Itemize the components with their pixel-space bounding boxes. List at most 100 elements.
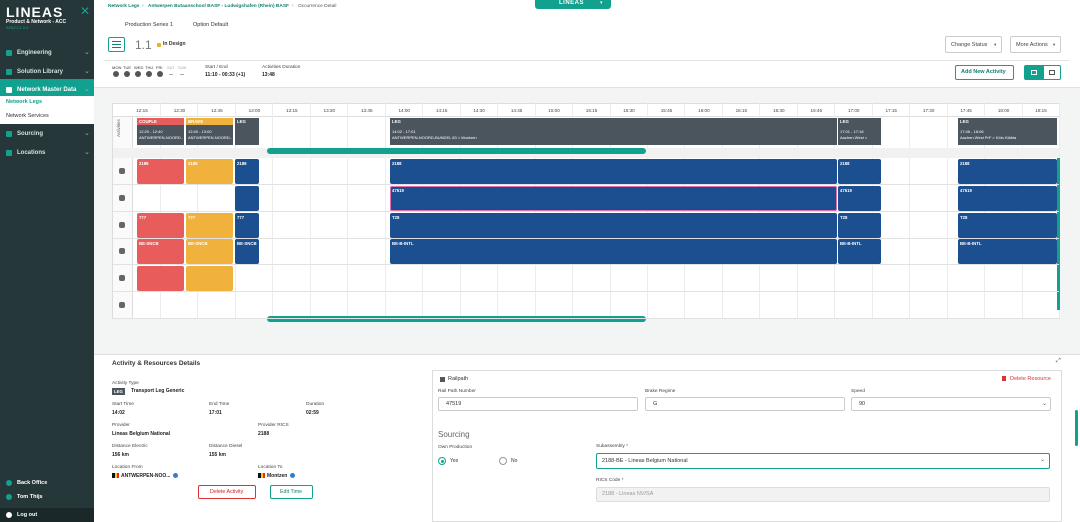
resource-block[interactable] xyxy=(186,266,233,291)
scrollbar[interactable] xyxy=(267,148,646,154)
flag xyxy=(263,473,265,478)
resource-block[interactable] xyxy=(137,239,184,264)
resource-block[interactable] xyxy=(390,239,837,264)
input[interactable] xyxy=(645,397,845,411)
app-switch[interactable] xyxy=(535,0,611,9)
activity-type: COUPLE xyxy=(139,119,157,124)
time-label: 17:45 xyxy=(960,108,972,113)
resource-block[interactable] xyxy=(137,159,184,184)
resource-block[interactable] xyxy=(235,186,259,211)
scroll-indicator xyxy=(1075,410,1078,446)
resource-block[interactable] xyxy=(958,186,1057,211)
day-dash xyxy=(180,74,184,75)
delete-resource[interactable]: Delete Resource xyxy=(1010,376,1051,382)
view-toggle[interactable] xyxy=(1024,65,1043,80)
activity-route: ANTWERPEN-NOORD... xyxy=(139,135,183,140)
select-caret: ⌄ xyxy=(1042,401,1048,407)
footer-item[interactable]: Back Office xyxy=(17,480,48,486)
row-line xyxy=(113,318,1059,319)
breadcrumb[interactable]: Network Legs xyxy=(108,4,140,9)
info-icon[interactable] xyxy=(173,473,178,478)
breadcrumb[interactable]: Antwerpen Butaanschool BASF - Ludwigshaf… xyxy=(148,4,289,9)
edit-button[interactable] xyxy=(270,485,313,499)
input[interactable] xyxy=(851,397,1051,411)
resource-block[interactable] xyxy=(838,213,881,238)
time-label: 13:30 xyxy=(323,108,336,113)
section-title: Sourcing xyxy=(438,430,470,439)
resource-block[interactable] xyxy=(235,239,259,264)
resource-block[interactable] xyxy=(958,239,1057,264)
row-icon xyxy=(119,248,125,254)
resource-block[interactable] xyxy=(390,213,837,238)
logout-bar xyxy=(0,508,94,522)
tab[interactable]: Production Series 1 xyxy=(125,22,173,28)
submenu-item[interactable]: Network Legs xyxy=(6,99,43,105)
time-label: 16:15 xyxy=(735,108,748,113)
select xyxy=(596,487,1050,502)
activity-time: 17:01 - 17:16 xyxy=(840,129,864,134)
view-toggle[interactable] xyxy=(1043,65,1061,80)
resource-block[interactable] xyxy=(235,213,259,238)
select-value: 2188 - Lineas NV/SA xyxy=(602,491,654,497)
radio[interactable] xyxy=(499,457,507,465)
scrollbar[interactable] xyxy=(267,316,646,322)
scrollbar-v[interactable] xyxy=(1057,158,1060,310)
field-label: Provider RICS xyxy=(258,423,289,428)
resource-block[interactable] xyxy=(958,159,1057,184)
activity-block[interactable] xyxy=(390,118,837,145)
resource-block[interactable] xyxy=(838,186,881,211)
resource-block[interactable] xyxy=(235,159,259,184)
row-icon xyxy=(119,195,125,201)
time-label: 12:45 xyxy=(211,108,223,113)
activity-block[interactable] xyxy=(958,118,1057,145)
input[interactable] xyxy=(438,397,638,411)
day-check xyxy=(124,71,130,77)
delete-button[interactable] xyxy=(198,485,256,499)
footer-item[interactable]: Log out xyxy=(17,512,38,518)
submenu-item[interactable]: Network Services xyxy=(6,113,49,119)
resource-block[interactable] xyxy=(838,159,881,184)
chevron: ⌄ xyxy=(84,49,90,56)
field-label: Start Time xyxy=(112,402,134,407)
menu-button[interactable] xyxy=(108,37,125,52)
day: SAT xyxy=(167,65,175,70)
menu-item[interactable]: Sourcing xyxy=(17,131,44,137)
app-switch-label[interactable]: LINEAS xyxy=(559,0,585,6)
time-label: 18:15 xyxy=(1035,108,1047,113)
resource-block[interactable] xyxy=(838,239,881,264)
tab[interactable]: Option Default xyxy=(193,22,229,28)
header-button[interactable] xyxy=(1010,36,1061,53)
menu-item[interactable]: Solution Library xyxy=(17,69,64,75)
footer-icon xyxy=(6,494,12,500)
row-line xyxy=(113,264,1059,265)
breadcrumb: Occurrence Detail xyxy=(298,4,337,9)
resource-label: 2188 xyxy=(840,161,850,166)
radio[interactable] xyxy=(438,457,446,465)
add-button[interactable] xyxy=(955,65,1014,80)
day: FRI xyxy=(156,65,163,70)
details-title: Activity & Resources Details xyxy=(112,360,201,367)
activity-block[interactable] xyxy=(235,118,259,145)
day: WED xyxy=(134,65,144,70)
activity-strip xyxy=(137,118,184,125)
resource-block[interactable] xyxy=(390,159,837,184)
menu-item[interactable]: Network Master Data xyxy=(17,87,77,93)
time-label: 17:00 xyxy=(847,108,860,113)
resource-block[interactable] xyxy=(186,213,233,238)
select[interactable] xyxy=(596,453,1050,469)
row-line xyxy=(113,211,1059,212)
resource-block[interactable] xyxy=(186,159,233,184)
footer-item[interactable]: Tom Thijs xyxy=(17,494,43,500)
info-icon[interactable] xyxy=(290,473,295,478)
resource-block[interactable] xyxy=(186,239,233,264)
menu-item[interactable]: Locations xyxy=(17,150,46,156)
resource-block[interactable] xyxy=(137,266,184,291)
activity-block[interactable] xyxy=(838,118,881,145)
resource-label: BE-SNCB xyxy=(188,241,208,246)
close-icon[interactable]: ✕ xyxy=(80,4,91,18)
resource-block[interactable] xyxy=(958,213,1057,238)
menu-item[interactable]: Engineering xyxy=(17,50,52,56)
resource-block[interactable] xyxy=(390,186,837,211)
resource-block[interactable] xyxy=(137,213,184,238)
header-button[interactable] xyxy=(945,36,1002,53)
